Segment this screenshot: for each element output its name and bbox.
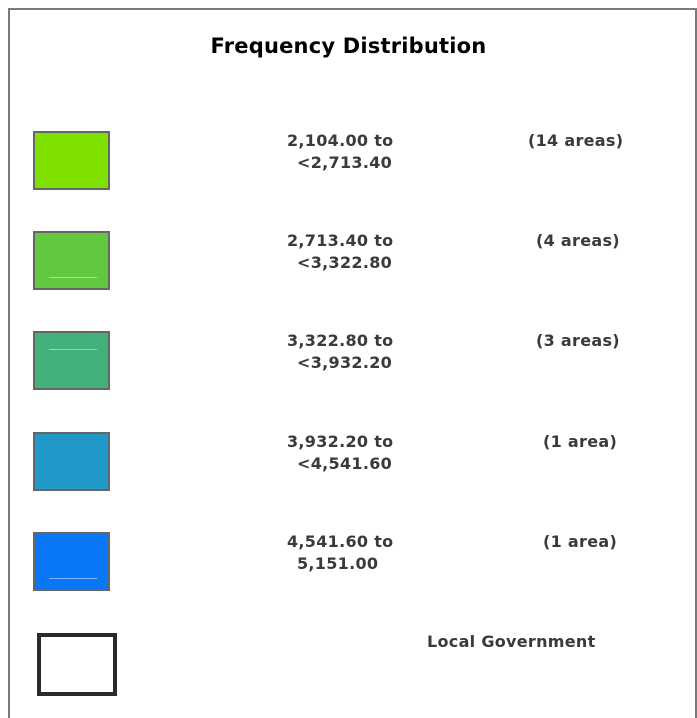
legend-range-2: 2,713.40 to <3,322.80 — [287, 230, 393, 274]
legend-range-1: 2,104.00 to <2,713.40 — [287, 130, 393, 174]
legend-range-1-end: <2,713.40 — [297, 153, 393, 172]
legend-range-5-end: 5,151.00 — [297, 554, 379, 573]
legend-count-2: (4 areas) — [536, 231, 620, 250]
legend-range-3-end: <3,932.20 — [297, 353, 393, 372]
legend-count-1: (14 areas) — [528, 131, 624, 150]
legend-count-4: (1 area) — [543, 432, 618, 451]
legend-panel — [8, 8, 697, 718]
local-government-label: Local Government — [427, 632, 596, 651]
legend-range-3: 3,322.80 to <3,932.20 — [287, 330, 393, 374]
legend-swatch-5 — [33, 532, 110, 591]
legend-swatch-4 — [33, 432, 110, 491]
legend-title: Frequency Distribution — [210, 34, 487, 58]
local-government-swatch — [37, 633, 117, 696]
legend-count-3: (3 areas) — [536, 331, 620, 350]
legend-range-5: 4,541.60 to 5,151.00 — [287, 531, 393, 575]
legend-swatch-3 — [33, 331, 110, 390]
legend-range-4-end: <4,541.60 — [297, 454, 393, 473]
legend-range-4: 3,932.20 to <4,541.60 — [287, 431, 393, 475]
legend-range-2-end: <3,322.80 — [297, 253, 393, 272]
swatch-streak — [49, 277, 97, 278]
legend-range-5-start: 4,541.60 to — [287, 532, 394, 551]
swatch-streak — [49, 578, 97, 579]
legend-swatch-1 — [33, 131, 110, 190]
legend-range-3-start: 3,322.80 to — [287, 331, 394, 350]
legend-range-2-start: 2,713.40 to — [287, 231, 394, 250]
swatch-streak — [49, 349, 97, 350]
legend-count-5: (1 area) — [543, 532, 618, 551]
legend-swatch-2 — [33, 231, 110, 290]
legend-range-4-start: 3,932.20 to — [287, 432, 394, 451]
legend-range-1-start: 2,104.00 to — [287, 131, 394, 150]
